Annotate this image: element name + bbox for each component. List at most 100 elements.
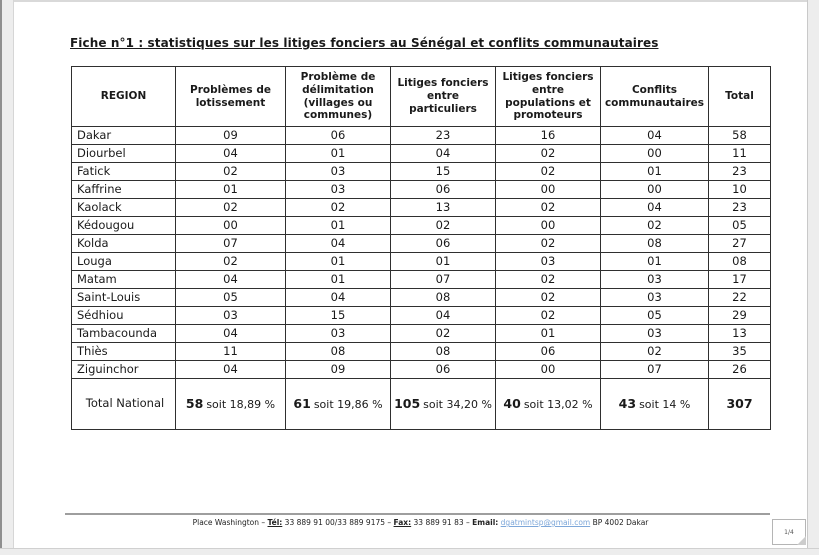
value-cell: 02 bbox=[495, 270, 601, 290]
footer-text-segment: 33 889 91 83 – bbox=[411, 518, 473, 527]
value-cell: 01 bbox=[390, 252, 496, 272]
column-header-region: REGION bbox=[71, 65, 176, 128]
value-cell: 03 bbox=[175, 306, 286, 326]
document-title: Fiche n°1 : statistiques sur les litiges… bbox=[70, 36, 659, 50]
value-cell: 00 bbox=[495, 180, 601, 200]
table-row: Saint-Louis 05 04 08 02 03 22 bbox=[71, 288, 771, 308]
page-number-badge: 1/4 bbox=[772, 519, 806, 545]
value-cell: 15 bbox=[285, 306, 391, 326]
total-label: Total National bbox=[71, 378, 176, 431]
value-cell: 13 bbox=[390, 198, 496, 218]
value-cell: 04 bbox=[600, 198, 709, 218]
table-row: Thiès 11 08 08 06 02 35 bbox=[71, 342, 771, 362]
value-cell: 06 bbox=[390, 234, 496, 254]
region-cell: Matam bbox=[71, 270, 176, 290]
value-cell: 05 bbox=[175, 288, 286, 308]
value-cell: 29 bbox=[708, 306, 771, 326]
value-cell: 04 bbox=[175, 270, 286, 290]
region-cell: Louga bbox=[71, 252, 176, 272]
value-cell: 02 bbox=[285, 198, 391, 218]
value-cell: 06 bbox=[285, 126, 391, 146]
value-cell: 03 bbox=[285, 162, 391, 182]
column-header-delimitation: Problème de délimitation (villages ou co… bbox=[285, 65, 391, 128]
window-right-edge bbox=[807, 0, 819, 555]
table-row: Kaolack 02 02 13 02 04 23 bbox=[71, 198, 771, 218]
total-cell: 105 soit 34,20 % bbox=[390, 378, 496, 431]
table-header-row: REGION Problèmes de lotissement Problème… bbox=[71, 65, 771, 128]
footer-text-segment: 33 889 91 00/33 889 9175 – bbox=[282, 518, 394, 527]
value-cell: 08 bbox=[390, 342, 496, 362]
region-cell: Fatick bbox=[71, 162, 176, 182]
value-cell: 10 bbox=[708, 180, 771, 200]
total-cell: 43 soit 14 % bbox=[600, 378, 709, 431]
value-cell: 07 bbox=[390, 270, 496, 290]
value-cell: 03 bbox=[600, 324, 709, 344]
value-cell: 02 bbox=[495, 144, 601, 164]
region-cell: Kaolack bbox=[71, 198, 176, 218]
footer-text-segment: Place Washington – bbox=[192, 518, 268, 527]
value-cell: 02 bbox=[390, 216, 496, 236]
value-cell: 00 bbox=[495, 216, 601, 236]
value-cell: 07 bbox=[600, 360, 709, 380]
value-cell: 00 bbox=[175, 216, 286, 236]
region-cell: Dakar bbox=[71, 126, 176, 146]
value-cell: 09 bbox=[175, 126, 286, 146]
value-cell: 23 bbox=[708, 162, 771, 182]
value-cell: 00 bbox=[600, 144, 709, 164]
total-cell: 307 bbox=[708, 378, 771, 431]
value-cell: 00 bbox=[495, 360, 601, 380]
column-header-lotissement: Problèmes de lotissement bbox=[175, 65, 286, 128]
value-cell: 04 bbox=[285, 288, 391, 308]
value-cell: 04 bbox=[175, 324, 286, 344]
value-cell: 08 bbox=[390, 288, 496, 308]
value-cell: 09 bbox=[285, 360, 391, 380]
table-row: Diourbel 04 01 04 02 00 11 bbox=[71, 144, 771, 164]
statistics-table: REGION Problèmes de lotissement Problème… bbox=[71, 65, 771, 431]
region-cell: Diourbel bbox=[71, 144, 176, 164]
footer-text-segment: Email: bbox=[472, 518, 499, 527]
value-cell: 27 bbox=[708, 234, 771, 254]
total-cell: 61 soit 19,86 % bbox=[285, 378, 391, 431]
value-cell: 23 bbox=[390, 126, 496, 146]
value-cell: 04 bbox=[600, 126, 709, 146]
value-cell: 58 bbox=[708, 126, 771, 146]
table-row: Kaffrine 01 03 06 00 00 10 bbox=[71, 180, 771, 200]
table-row: Dakar 09 06 23 16 04 58 bbox=[71, 126, 771, 146]
value-cell: 08 bbox=[285, 342, 391, 362]
footer-divider bbox=[65, 513, 770, 515]
total-cell: 58 soit 18,89 % bbox=[175, 378, 286, 431]
table-row: Sédhiou 03 15 04 02 05 29 bbox=[71, 306, 771, 326]
region-cell: Sédhiou bbox=[71, 306, 176, 326]
table-row: Tambacounda 04 03 02 01 03 13 bbox=[71, 324, 771, 344]
value-cell: 01 bbox=[600, 162, 709, 182]
column-header-populations: Litiges fonciers entre populations et pr… bbox=[495, 65, 601, 128]
value-cell: 01 bbox=[175, 180, 286, 200]
value-cell: 08 bbox=[600, 234, 709, 254]
email-link[interactable]: dgatmintsp@gmail.com bbox=[500, 518, 591, 527]
value-cell: 05 bbox=[600, 306, 709, 326]
value-cell: 04 bbox=[390, 144, 496, 164]
value-cell: 06 bbox=[390, 180, 496, 200]
region-cell: Saint-Louis bbox=[71, 288, 176, 308]
value-cell: 02 bbox=[495, 198, 601, 218]
value-cell: 03 bbox=[285, 324, 391, 344]
value-cell: 01 bbox=[285, 144, 391, 164]
value-cell: 01 bbox=[285, 270, 391, 290]
table-row: Ziguinchor 04 09 06 00 07 26 bbox=[71, 360, 771, 380]
value-cell: 02 bbox=[175, 198, 286, 218]
region-cell: Tambacounda bbox=[71, 324, 176, 344]
value-cell: 26 bbox=[708, 360, 771, 380]
region-cell: Kaffrine bbox=[71, 180, 176, 200]
footer-text-segment: BP 4002 Dakar bbox=[590, 518, 649, 527]
window-bottom-edge bbox=[0, 548, 819, 555]
value-cell: 04 bbox=[175, 144, 286, 164]
value-cell: 02 bbox=[175, 252, 286, 272]
value-cell: 02 bbox=[600, 216, 709, 236]
value-cell: 03 bbox=[600, 288, 709, 308]
value-cell: 13 bbox=[708, 324, 771, 344]
column-header-particuliers: Litiges fonciers entre particuliers bbox=[390, 65, 496, 128]
value-cell: 02 bbox=[390, 324, 496, 344]
total-cell: 40 soit 13,02 % bbox=[495, 378, 601, 431]
table-row: Kolda 07 04 06 02 08 27 bbox=[71, 234, 771, 254]
column-header-conflits: Conflits communautaires bbox=[600, 65, 709, 128]
